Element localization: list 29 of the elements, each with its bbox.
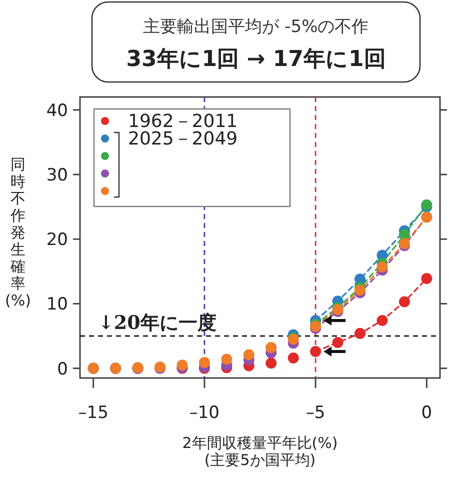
- point: [310, 346, 322, 358]
- ref-line-label: ↓20年に一度: [98, 312, 216, 334]
- y-tick-label: 30: [46, 166, 68, 186]
- x-tick-label: 0: [421, 403, 432, 423]
- y-tick-label: 20: [46, 230, 68, 250]
- point: [243, 349, 254, 360]
- point: [421, 273, 432, 284]
- point: [198, 356, 210, 368]
- point: [398, 229, 410, 240]
- text: 同時不作発生確率(%): [5, 156, 31, 310]
- point: [176, 360, 188, 371]
- x-axis-title: 2年間収穫量平年比(%) (主要5か国平均): [182, 434, 338, 469]
- y-tick-label: 0: [57, 359, 68, 380]
- point: [354, 284, 366, 296]
- point: [266, 358, 277, 369]
- point: [354, 328, 366, 339]
- x-tick-label: –5: [306, 403, 326, 423]
- point: [376, 315, 388, 326]
- chart-subtitle: 33年に1回 → 17年に1回: [126, 47, 386, 72]
- chart-title: 主要輸出国平均が -5%の不作: [143, 17, 369, 37]
- point: [221, 354, 232, 365]
- point: [376, 261, 388, 272]
- x-tick-label: –15: [78, 403, 108, 423]
- y-tick-label: 10: [46, 294, 68, 315]
- point: [332, 336, 344, 348]
- x-tick-label: –10: [189, 403, 220, 423]
- point: [288, 352, 299, 364]
- point: [398, 296, 410, 308]
- y-tick-label: 40: [46, 100, 68, 121]
